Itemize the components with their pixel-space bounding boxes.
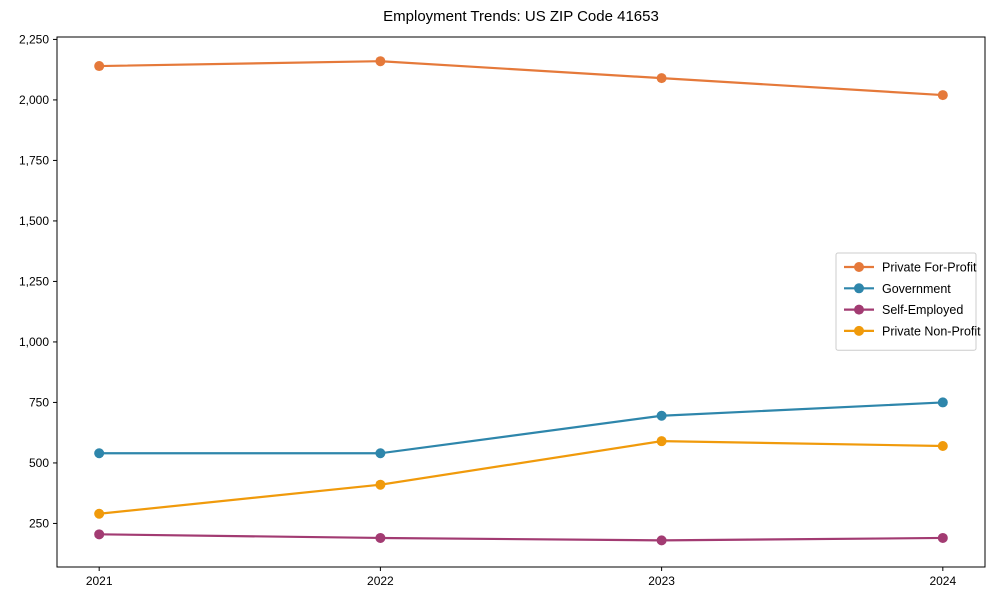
series-line-self-employed: [99, 533, 943, 542]
legend-marker-private-for-profit: [854, 262, 864, 272]
data-point-self-employed: [94, 529, 105, 540]
data-point-self-employed: [656, 535, 667, 546]
data-point-self-employed: [375, 532, 386, 543]
x-tick-label: 2021: [86, 574, 113, 588]
legend-label-government: Government: [882, 282, 951, 296]
legend-marker-government: [854, 283, 864, 294]
legend-label-self-employed: Self-Employed: [882, 303, 963, 317]
legend-marker-self-employed: [854, 304, 864, 315]
data-point-government: [94, 448, 105, 459]
legend-item-self-employed: Self-Employed: [844, 303, 963, 317]
legend-item-government: Government: [844, 282, 951, 296]
data-point-private-non-profit: [656, 436, 667, 447]
series-line-government: [99, 401, 943, 455]
legend-marker-private-non-profit: [854, 325, 864, 336]
chart-title: Employment Trends: US ZIP Code 41653: [383, 8, 659, 25]
y-tick-label: 1,250: [19, 274, 49, 288]
data-point-private-non-profit: [94, 508, 105, 519]
y-tick-label: 250: [29, 516, 49, 530]
legend-box: [835, 252, 977, 351]
data-point-private-for-profit: [375, 56, 386, 67]
legend-label-private-for-profit: Private For-Profit: [882, 261, 977, 275]
y-tick-label: 500: [29, 456, 49, 470]
y-tick-label: 2,000: [19, 93, 49, 107]
data-point-self-employed: [937, 532, 948, 543]
y-tick-label: 750: [29, 395, 49, 409]
series-line-private-for-profit: [99, 60, 943, 97]
x-tick-label: 2023: [648, 574, 675, 588]
y-tick-label: 2,250: [19, 32, 49, 46]
data-point-private-for-profit: [937, 90, 948, 101]
legend: Private For-Profit Government Self-Employe…: [835, 252, 981, 351]
data-point-private-for-profit: [94, 61, 105, 72]
data-point-private-for-profit: [656, 73, 667, 84]
x-tick-label: 2022: [367, 574, 394, 588]
legend-label-private-non-profit: Private Non-Profit: [882, 324, 981, 338]
series-line-private-non-profit: [99, 440, 943, 515]
data-point-private-non-profit: [375, 479, 386, 490]
legend-item-private-for-profit: Private For-Profit: [844, 261, 977, 275]
x-tick-label: 2024: [929, 574, 956, 588]
y-tick-label: 1,750: [19, 153, 49, 167]
data-point-government: [937, 397, 948, 408]
y-tick-label: 1,000: [19, 335, 49, 349]
data-point-private-non-profit: [937, 440, 948, 451]
legend-item-private-non-profit: Private Non-Profit: [844, 324, 981, 338]
plot-frame: [56, 36, 986, 568]
data-point-government: [656, 410, 667, 421]
y-tick-label: 1,500: [19, 214, 49, 228]
data-point-government: [375, 448, 386, 459]
